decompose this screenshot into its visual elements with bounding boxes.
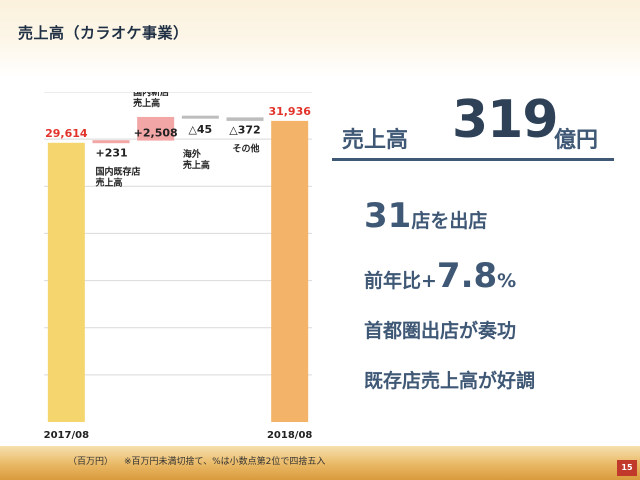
stores-text: 店を出店 — [411, 210, 488, 232]
category-label: 2018/08 — [267, 430, 312, 441]
page-title: 売上高（カラオケ事業） — [18, 24, 189, 42]
category-label: 国内新店 — [133, 92, 169, 98]
waterfall-chart-panel: 29,614 2017/08 +231 国内既存店 売上高 +2,508 国内新店 売上高 △4… — [44, 92, 312, 441]
point-stores-opened: 31店を出店 — [364, 196, 487, 236]
point-existing-stores: 既存店売上高が好調 — [364, 370, 536, 392]
category-label: 売上高 — [183, 159, 210, 171]
yoy-prefix: 前年比+ — [364, 270, 437, 292]
point-metro-expansion: 首都圏出店が奏功 — [364, 320, 517, 342]
bar-decrease — [226, 117, 264, 121]
value-label: △372 — [229, 123, 260, 136]
point-yoy: 前年比+7.8% — [364, 256, 516, 296]
value-label: △45 — [188, 123, 212, 136]
category-label: 売上高 — [133, 97, 160, 109]
sales-label: 売上高 — [342, 128, 409, 153]
stores-number: 31 — [364, 196, 412, 236]
category-label: 海外 — [183, 148, 201, 160]
category-label: 国内既存店 — [96, 166, 141, 178]
footer-field-image — [0, 446, 640, 480]
value-label: 31,936 — [268, 105, 311, 118]
sales-value: 319 — [452, 90, 559, 150]
yoy-unit: % — [497, 270, 517, 292]
bar-total — [47, 142, 85, 422]
value-label: +231 — [96, 147, 128, 160]
sales-unit: 億円 — [554, 128, 599, 153]
page-number: 15 — [617, 460, 637, 476]
value-label: 29,614 — [45, 127, 88, 140]
sales-headline: 売上高 319 億円 — [332, 90, 614, 161]
header-background — [0, 0, 640, 78]
footnote: ※百万円未満切捨て、%は小数点第2位で四捨五入 — [124, 457, 326, 467]
category-label: その他 — [233, 142, 260, 154]
category-label: 売上高 — [96, 177, 123, 189]
unit-note: （百万円） — [68, 457, 114, 467]
waterfall-chart: 29,6142017/08+231国内既存店売上高+2,508国内新店売上高△4… — [44, 92, 312, 441]
value-label: +2,508 — [134, 127, 178, 140]
bar-total — [271, 120, 309, 422]
category-label: 2017/08 — [44, 430, 89, 441]
bar-increase — [137, 116, 175, 141]
bar-decrease — [181, 115, 219, 119]
bar-increase — [92, 140, 130, 144]
yoy-value: 7.8 — [436, 256, 498, 296]
